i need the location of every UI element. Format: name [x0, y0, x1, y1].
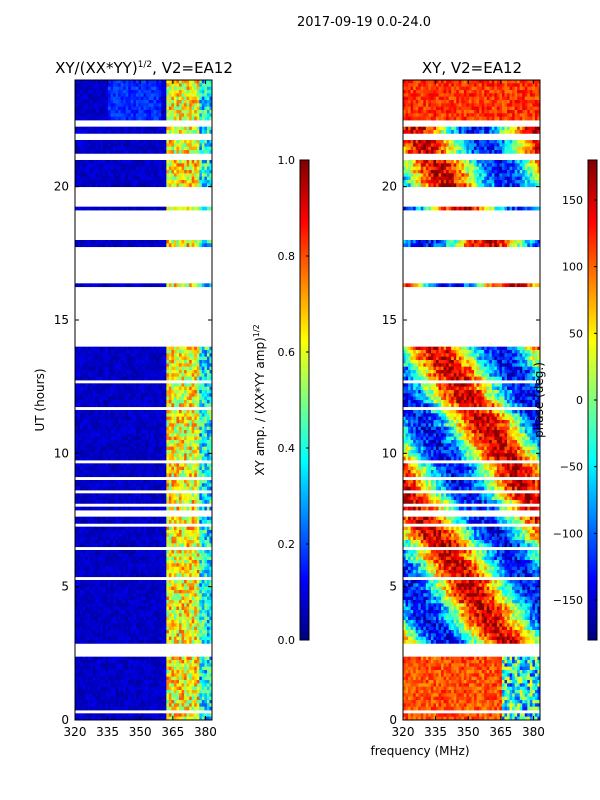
x-tick-label: 350	[129, 725, 152, 739]
amplitude-colorbar-ticks: 0.0 0.2 0.4 0.6 0.8 1.0	[278, 154, 309, 647]
phase-axes: 320 335 350 365 380 0 5 10 15 20	[382, 80, 545, 739]
colorbar-tick-label: 150	[562, 194, 583, 207]
y-tick-label: 5	[389, 580, 397, 594]
phase-colorbar: −150 −100 −50 0 50 100 150 phase (deg.)	[532, 159, 598, 641]
colorbar-tick-label: 50	[569, 327, 583, 340]
amplitude-axes: 320 335 350 365 380 0 5 10 15 20	[54, 80, 217, 739]
amplitude-colorbar: 0.0 0.2 0.4 0.6 0.8 1.0 XY amp. / (XX*YY amp)…	[252, 154, 310, 647]
colorbar-tick-label: 0.2	[278, 538, 296, 551]
colorbar-tick-label: −150	[553, 594, 583, 607]
colorbar-tick-label: 0	[576, 394, 583, 407]
amplitude-panel: XY/(XX*YY)1/2, V2=EA12 320 335 350 365 380 0 5…	[33, 59, 233, 739]
colorbar-tick-label: −50	[560, 461, 583, 474]
colorbar-tick-label: 0.4	[278, 442, 296, 455]
x-tick-label: 365	[161, 725, 184, 739]
colorbar-tick-label: 100	[562, 261, 583, 274]
x-tick-label: 365	[489, 725, 512, 739]
shared-x-axis-label: frequency (MHz)	[370, 744, 469, 758]
x-tick-label: 350	[457, 725, 480, 739]
y-tick-label: 20	[54, 180, 69, 194]
y-tick-label: 15	[54, 313, 69, 327]
amplitude-colorbar-gradient	[299, 159, 310, 641]
amplitude-heatmap	[75, 80, 212, 720]
phase-panel: XY, V2=EA12 320 335 350 365 380 0 5 10 15 20	[382, 59, 545, 739]
phase-colorbar-label: phase (deg.)	[532, 362, 546, 438]
amplitude-plot-frame	[74, 79, 213, 721]
phase-colorbar-ticks: −150 −100 −50 0 50 100 150	[553, 194, 597, 607]
y-tick-label: 10	[54, 446, 69, 460]
x-tick-label: 320	[64, 725, 87, 739]
colorbar-tick-label: −100	[553, 527, 583, 540]
phase-plot-frame	[402, 79, 541, 721]
colorbar-tick-label: 0.0	[278, 634, 296, 647]
y-tick-label: 20	[382, 180, 397, 194]
x-tick-label: 380	[522, 725, 545, 739]
y-tick-label: 5	[61, 580, 69, 594]
y-tick-label: 0	[389, 713, 397, 727]
x-tick-label: 335	[96, 725, 119, 739]
amplitude-y-axis-label: UT (hours)	[33, 368, 47, 431]
colorbar-tick-label: 1.0	[278, 154, 296, 167]
phase-heatmap	[403, 80, 540, 720]
figure-suptitle: 2017-09-19 0.0-24.0	[297, 15, 431, 30]
phase-panel-title: XY, V2=EA12	[422, 59, 522, 77]
x-tick-label: 380	[194, 725, 217, 739]
colorbar-tick-label: 0.8	[278, 250, 296, 263]
y-tick-label: 0	[61, 713, 69, 727]
colorbar-tick-label: 0.6	[278, 346, 296, 359]
x-tick-label: 335	[424, 725, 447, 739]
amplitude-colorbar-label: XY amp. / (XX*YY amp)1/2	[252, 324, 267, 475]
amplitude-panel-title: XY/(XX*YY)1/2, V2=EA12	[55, 59, 233, 77]
x-tick-label: 320	[392, 725, 415, 739]
y-tick-label: 10	[382, 446, 397, 460]
y-tick-label: 15	[382, 313, 397, 327]
